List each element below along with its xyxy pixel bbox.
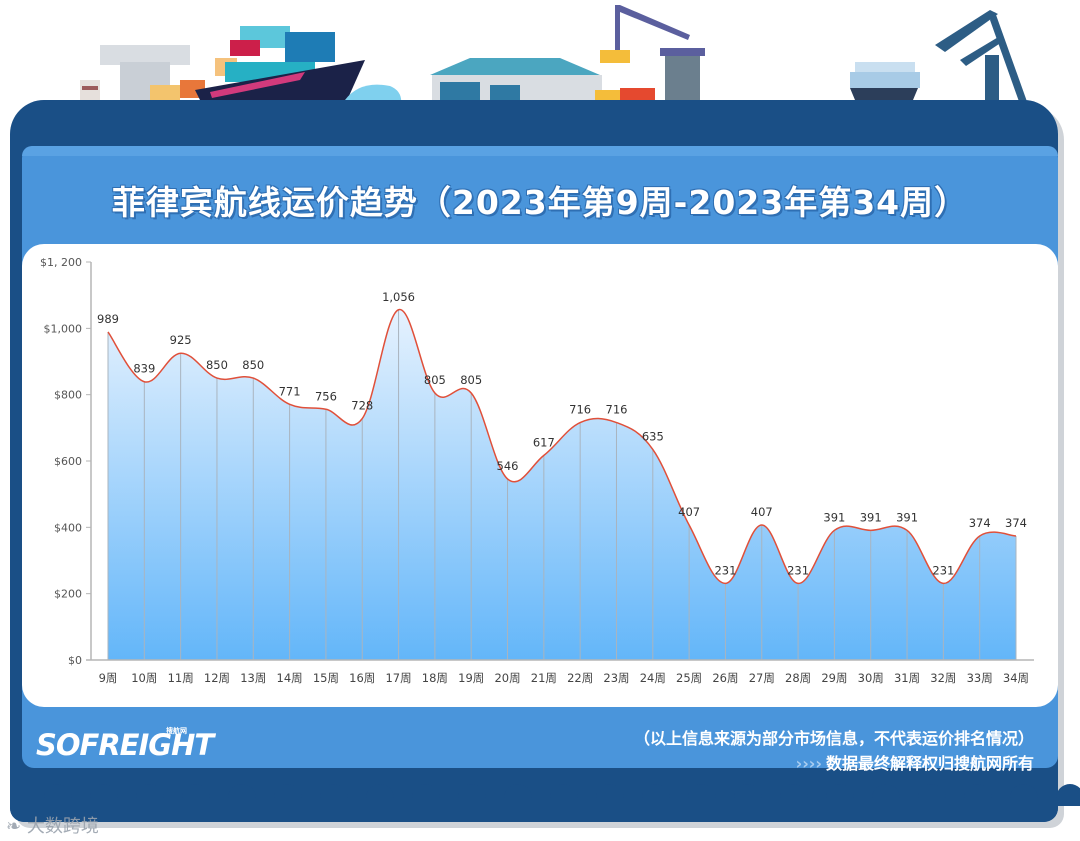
svg-text:29周: 29周 xyxy=(821,671,847,685)
data-drop-lines xyxy=(107,309,1017,660)
svg-text:756: 756 xyxy=(315,389,337,403)
svg-text:9周: 9周 xyxy=(99,671,118,685)
svg-text:30周: 30周 xyxy=(858,671,884,685)
svg-text:15周: 15周 xyxy=(313,671,339,685)
logo-subtext: 搜航网 xyxy=(166,727,187,735)
svg-text:34周: 34周 xyxy=(1003,671,1029,685)
svg-text:1,056: 1,056 xyxy=(382,290,415,304)
rights-text: 数据最终解释权归搜航网所有 xyxy=(825,754,1034,773)
svg-text:13周: 13周 xyxy=(240,671,266,685)
svg-text:10周: 10周 xyxy=(131,671,157,685)
scallop-notch xyxy=(1056,784,1080,806)
svg-text:14周: 14周 xyxy=(277,671,303,685)
svg-text:$400: $400 xyxy=(54,521,82,534)
svg-text:391: 391 xyxy=(860,510,882,524)
svg-text:24周: 24周 xyxy=(640,671,666,685)
port-illustration xyxy=(80,5,1030,112)
svg-text:231: 231 xyxy=(714,563,736,577)
svg-text:407: 407 xyxy=(678,505,700,519)
y-axis: $0 $200 $400 $600 $800 $1,000 $1, 200 xyxy=(40,256,1034,667)
svg-text:716: 716 xyxy=(569,403,591,417)
svg-text:805: 805 xyxy=(460,373,482,387)
svg-text:839: 839 xyxy=(133,362,155,376)
svg-text:26周: 26周 xyxy=(712,671,738,685)
svg-text:925: 925 xyxy=(170,333,192,347)
svg-text:771: 771 xyxy=(279,384,301,398)
warehouse-icon xyxy=(430,50,655,105)
svg-text:18周: 18周 xyxy=(422,671,448,685)
svg-text:23周: 23周 xyxy=(603,671,629,685)
svg-text:31周: 31周 xyxy=(894,671,920,685)
svg-text:$1, 200: $1, 200 xyxy=(40,256,82,269)
svg-text:20周: 20周 xyxy=(494,671,520,685)
svg-text:374: 374 xyxy=(969,516,991,530)
svg-text:231: 231 xyxy=(787,563,809,577)
svg-text:805: 805 xyxy=(424,373,446,387)
dock-crane-icon xyxy=(935,10,1030,110)
chevrons-icon: ›››› xyxy=(795,754,822,773)
svg-text:989: 989 xyxy=(97,312,119,326)
chart-panel: $0 $200 $400 $600 $800 $1,000 $1, 200 989 839 92… xyxy=(22,244,1058,707)
svg-text:546: 546 xyxy=(497,459,519,473)
watermark-logo-icon: ❧ xyxy=(6,816,22,837)
svg-text:231: 231 xyxy=(932,563,954,577)
watermark: ❧ 大数跨境 xyxy=(6,812,99,838)
svg-text:635: 635 xyxy=(642,429,664,443)
svg-text:407: 407 xyxy=(751,505,773,519)
svg-text:22周: 22周 xyxy=(567,671,593,685)
svg-text:33周: 33周 xyxy=(967,671,993,685)
svg-text:32周: 32周 xyxy=(930,671,956,685)
area-chart: $0 $200 $400 $600 $800 $1,000 $1, 200 989 839 92… xyxy=(40,256,1034,685)
svg-text:21周: 21周 xyxy=(531,671,557,685)
svg-text:17周: 17周 xyxy=(385,671,411,685)
sofreight-logo: SOFREIGHT 搜航网 xyxy=(36,727,214,762)
svg-text:728: 728 xyxy=(351,399,373,413)
svg-text:25周: 25周 xyxy=(676,671,702,685)
svg-text:391: 391 xyxy=(823,510,845,524)
bottom-band xyxy=(10,798,1058,822)
svg-text:19周: 19周 xyxy=(458,671,484,685)
svg-text:$0: $0 xyxy=(68,654,82,667)
data-labels: 989 839 925 850 850 771 756 728 1,056 805 805 546 61… xyxy=(97,290,1027,578)
svg-text:$200: $200 xyxy=(54,588,82,601)
svg-text:374: 374 xyxy=(1005,516,1027,530)
svg-text:850: 850 xyxy=(206,358,228,372)
chart-title: 菲律宾航线运价趋势（2023年第9周-2023年第34周） xyxy=(111,183,969,222)
svg-text:28周: 28周 xyxy=(785,671,811,685)
svg-text:16周: 16周 xyxy=(349,671,375,685)
svg-text:617: 617 xyxy=(533,435,555,449)
svg-text:11周: 11周 xyxy=(168,671,194,685)
rights-note: ›››› 数据最终解释权归搜航网所有 xyxy=(796,750,1034,774)
watermark-text: 大数跨境 xyxy=(26,816,99,837)
crane-icon xyxy=(615,5,705,110)
svg-text:$800: $800 xyxy=(54,389,82,402)
panel-top-strip xyxy=(22,146,1058,156)
x-axis-labels: 9周 10周 11周 12周 13周 14周 15周 16周 17周 18周 19周 20周 21周 22… xyxy=(99,671,1029,685)
trend-line xyxy=(107,309,1017,585)
svg-text:$600: $600 xyxy=(54,455,82,468)
cargo-ship-icon xyxy=(80,26,402,112)
svg-text:391: 391 xyxy=(896,510,918,524)
svg-text:$1,000: $1,000 xyxy=(44,322,83,335)
svg-text:850: 850 xyxy=(242,358,264,372)
svg-text:716: 716 xyxy=(606,403,628,417)
area-fill xyxy=(108,309,1016,660)
disclaimer-text: （以上信息来源为部分市场信息，不代表运价排名情况） xyxy=(633,729,1034,748)
svg-text:12周: 12周 xyxy=(204,671,230,685)
logo-text: SOFREIGHT xyxy=(36,728,214,762)
svg-text:27周: 27周 xyxy=(749,671,775,685)
